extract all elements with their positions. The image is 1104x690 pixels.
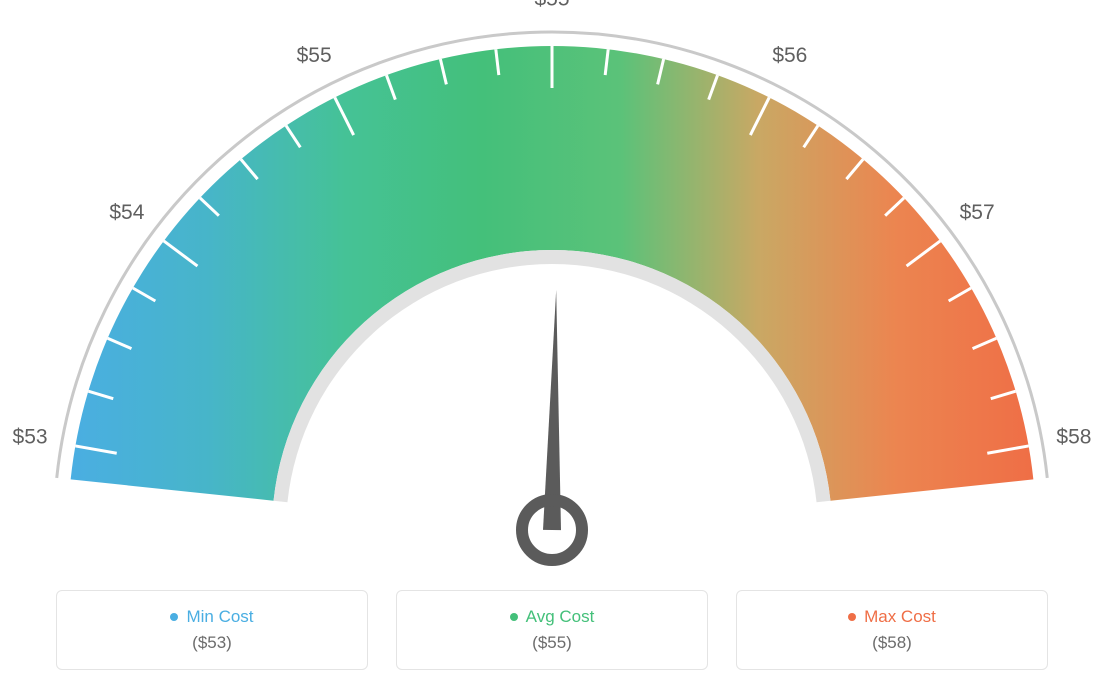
legend-value-max: ($58) [872,633,912,653]
legend-dot-max [848,613,856,621]
svg-text:$53: $53 [13,426,48,449]
legend-label-avg: Avg Cost [526,607,595,627]
svg-text:$55: $55 [534,0,569,11]
legend-value-min: ($53) [192,633,232,653]
legend-dot-avg [510,613,518,621]
legend-card-avg: Avg Cost ($55) [396,590,708,670]
svg-text:$57: $57 [960,201,995,224]
svg-text:$56: $56 [772,44,807,67]
svg-text:$58: $58 [1056,426,1091,449]
legend-label-max: Max Cost [864,607,936,627]
gauge-area: $53 $54 $55 $55 $56 $57 $58 [0,0,1104,560]
gauge-svg: $53 $54 $55 $55 $56 $57 $58 [0,0,1104,580]
gauge-chart-container: $53 $54 $55 $55 $56 $57 $58 Min Cost ($53) Avg… [0,0,1104,690]
legend-top-min: Min Cost [170,607,253,627]
svg-text:$54: $54 [109,201,144,224]
legend-top-max: Max Cost [848,607,936,627]
legend-label-min: Min Cost [186,607,253,627]
legend-value-avg: ($55) [532,633,572,653]
legend-top-avg: Avg Cost [510,607,595,627]
legend-row: Min Cost ($53) Avg Cost ($55) Max Cost (… [0,590,1104,670]
legend-card-min: Min Cost ($53) [56,590,368,670]
svg-text:$55: $55 [297,44,332,67]
legend-card-max: Max Cost ($58) [736,590,1048,670]
legend-dot-min [170,613,178,621]
